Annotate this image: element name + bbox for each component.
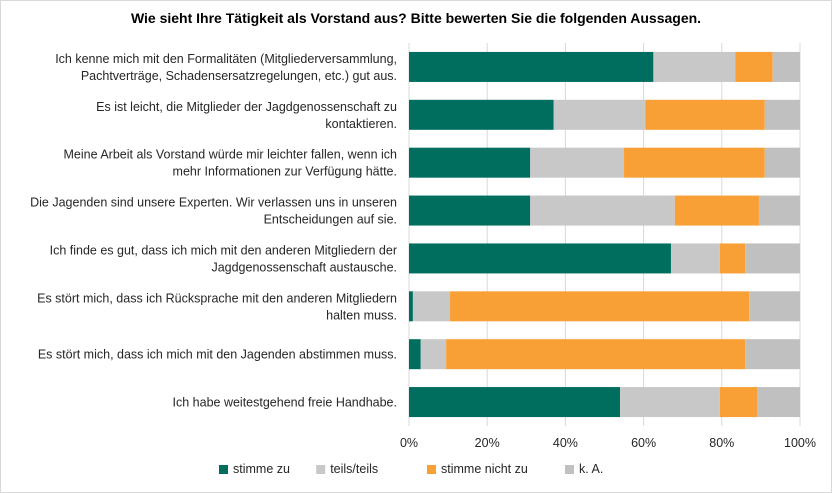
bar-segment — [409, 387, 621, 418]
category-label: Die Jagenden sind unsere Experten. Wir v… — [30, 196, 397, 210]
legend-swatch — [316, 465, 326, 474]
bar-segment — [749, 291, 800, 322]
bar-segment — [420, 339, 447, 370]
bar-segment — [530, 147, 625, 178]
bar-segment — [764, 147, 800, 178]
bar-segment — [553, 99, 646, 130]
category-label: Es stört mich, dass ich Rücksprache mit … — [37, 291, 397, 305]
bar-segment — [745, 243, 800, 274]
legend-swatch — [219, 465, 228, 474]
bar-segment — [764, 99, 800, 130]
x-tick-label: 60% — [631, 436, 656, 450]
legend-label: teils/teils — [330, 462, 378, 476]
bar-segment — [409, 243, 671, 274]
bar-segment — [745, 339, 800, 370]
legend-swatch — [427, 465, 436, 474]
bar-segment — [409, 147, 531, 178]
bar-segment — [758, 195, 800, 226]
category-label: Pachtverträge, Schadensersatzregelungen,… — [81, 69, 397, 83]
bar-segment — [409, 291, 413, 322]
bar-segment — [409, 99, 554, 130]
legend-swatch — [565, 465, 574, 474]
legend-label: k. A. — [579, 462, 603, 476]
bar-segment — [620, 387, 720, 418]
bar-segment — [735, 51, 773, 82]
category-label: Jagdgenossenschaft austausche. — [211, 260, 397, 274]
bar-segment — [409, 51, 654, 82]
bar-segment — [653, 51, 736, 82]
category-label: Ich habe weitestgehend freie Handhabe. — [173, 396, 397, 410]
x-tick-label: 20% — [475, 436, 500, 450]
bar-segment — [450, 291, 750, 322]
legend-label: stimme zu — [233, 462, 290, 476]
bar-segment — [530, 195, 675, 226]
bar-segment — [409, 339, 421, 370]
bar-segment — [719, 387, 757, 418]
category-label: halten muss. — [326, 308, 397, 322]
category-label: Es stört mich, dass ich mich mit den Jag… — [38, 348, 397, 362]
bar-segment — [670, 243, 720, 274]
category-label: Es ist leicht, die Mitglieder der Jagdge… — [96, 100, 397, 114]
category-label: Ich kenne mich mit den Formalitäten (Mit… — [55, 52, 397, 66]
x-tick-label: 100% — [784, 436, 816, 450]
x-tick-label: 40% — [553, 436, 578, 450]
bar-segment — [624, 147, 765, 178]
legend-label: stimme nicht zu — [441, 462, 528, 476]
x-tick-label: 80% — [709, 436, 734, 450]
bar-segment — [409, 195, 531, 226]
bar-segment — [674, 195, 759, 226]
bar-segment — [412, 291, 451, 322]
category-label: Meine Arbeit als Vorstand würde mir leic… — [64, 148, 398, 162]
bar-segment — [756, 387, 800, 418]
x-tick-label: 0% — [400, 436, 418, 450]
category-label: kontaktieren. — [325, 117, 397, 131]
bar-segment — [645, 99, 765, 130]
chart-title: Wie sieht Ihre Tätigkeit als Vorstand au… — [130, 10, 702, 26]
category-label: Ich finde es gut, dass ich mich mit den … — [50, 243, 397, 257]
bar-segment — [446, 339, 746, 370]
bar-segment — [772, 51, 800, 82]
category-label: mehr Informationen zur Verfügung hätte. — [173, 165, 397, 179]
category-label: Entscheidungen auf sie. — [264, 213, 397, 227]
bar-segment — [719, 243, 746, 274]
